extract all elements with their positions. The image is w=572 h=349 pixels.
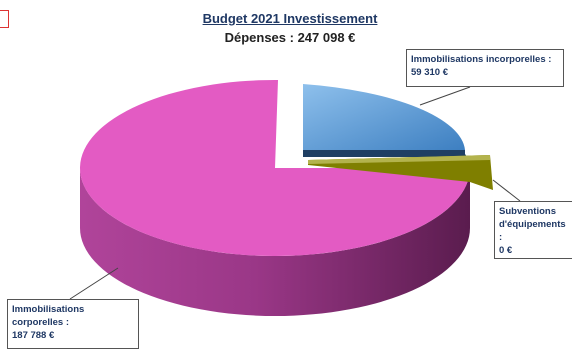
slice-base-incorporelles bbox=[303, 150, 465, 157]
leader-incorporelles bbox=[419, 86, 471, 106]
edge-marker bbox=[0, 10, 9, 28]
leader-corporelles bbox=[69, 267, 119, 300]
label-incorporelles-value: 59 310 € bbox=[411, 67, 448, 78]
label-corporelles-name: Immobilisations corporelles : bbox=[12, 304, 85, 328]
pie-chart bbox=[69, 79, 521, 316]
slice-corporelles bbox=[79, 79, 471, 256]
label-corporelles-value: 187 788 € bbox=[12, 330, 55, 341]
leader-subventions bbox=[492, 179, 521, 202]
label-corporelles: Immobilisations corporelles : 187 788 € bbox=[7, 299, 139, 349]
slice-top-subventions bbox=[308, 155, 490, 164]
chart-title: Budget 2021 Investissement bbox=[202, 11, 378, 26]
label-subventions: Subventions d'équipements : 0 € bbox=[494, 201, 572, 259]
slice-subventions bbox=[308, 155, 493, 190]
chart-subtitle: Dépenses : 247 098 € bbox=[224, 30, 356, 45]
slice-side-corporelles bbox=[80, 168, 470, 316]
label-subventions-value: 0 € bbox=[499, 245, 513, 256]
label-incorporelles-name: Immobilisations incorporelles : bbox=[411, 54, 552, 65]
slice-incorporelles bbox=[303, 84, 465, 150]
label-subventions-name: Subventions d'équipements : bbox=[499, 206, 566, 243]
label-incorporelles: Immobilisations incorporelles : 59 310 € bbox=[406, 49, 564, 87]
